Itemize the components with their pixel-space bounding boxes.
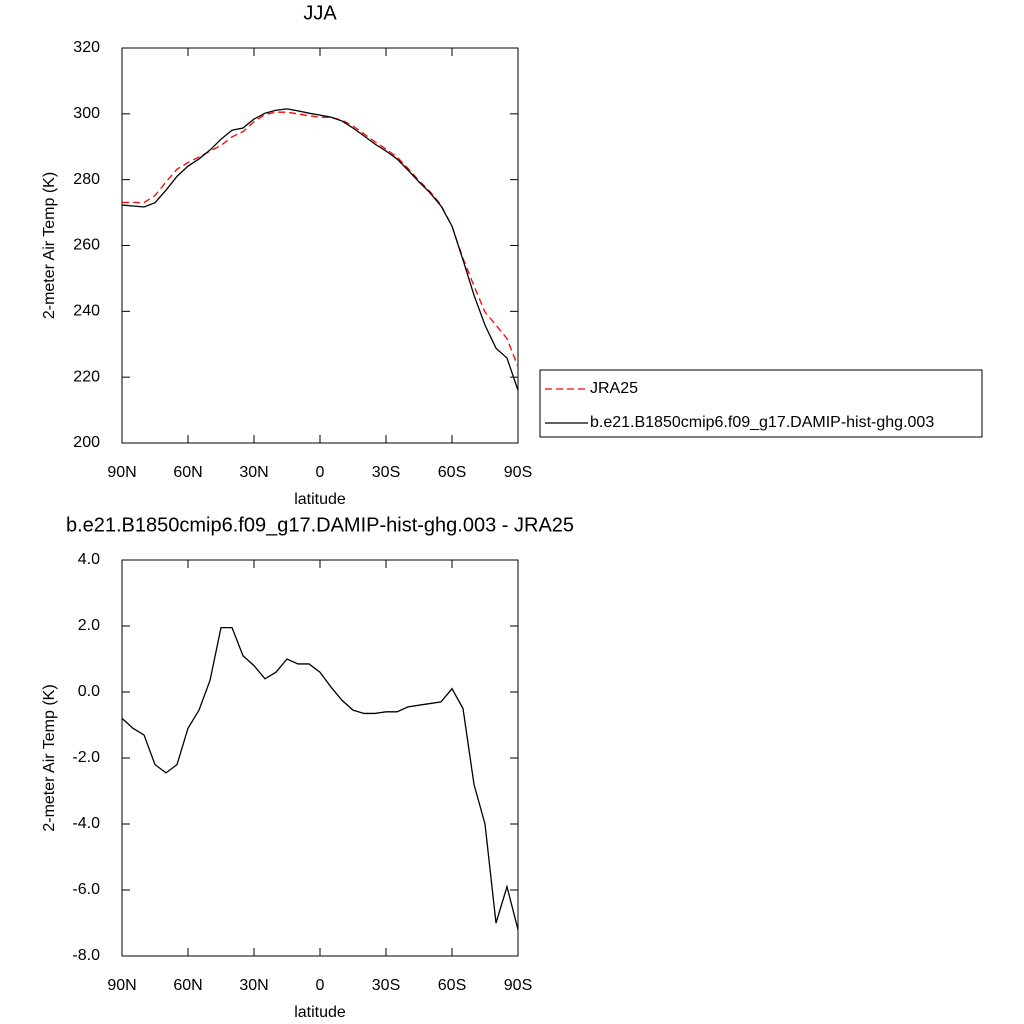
x-tick-label: 30S — [372, 977, 400, 994]
y-tick-label: 260 — [73, 237, 100, 254]
x-tick-label: 30S — [372, 464, 400, 481]
chart-title: JJA — [303, 2, 337, 24]
x-tick-label: 60N — [173, 464, 202, 481]
y-tick-label: -6.0 — [72, 881, 100, 898]
x-tick-label: 0 — [316, 464, 325, 481]
y-tick-label: 300 — [73, 105, 100, 122]
y-tick-label: 220 — [73, 368, 100, 385]
x-tick-label: 60S — [438, 977, 466, 994]
x-tick-label: 90N — [107, 464, 136, 481]
x-tick-label: 60S — [438, 464, 466, 481]
legend-label: b.e21.B1850cmip6.f09_g17.DAMIP-hist-ghg.… — [590, 414, 934, 431]
y-tick-label: 0.0 — [78, 683, 100, 700]
x-axis-label: latitude — [294, 1004, 346, 1021]
y-tick-label: -8.0 — [72, 947, 100, 964]
chart-title: b.e21.B1850cmip6.f09_g17.DAMIP-hist-ghg.… — [66, 514, 574, 536]
x-tick-label: 90S — [504, 977, 532, 994]
y-tick-label: 4.0 — [78, 551, 100, 568]
y-tick-label: 200 — [73, 434, 100, 451]
y-tick-label: 280 — [73, 171, 100, 188]
y-tick-label: 2.0 — [78, 617, 100, 634]
x-axis-label: latitude — [294, 491, 346, 508]
plot-frame — [121, 559, 519, 957]
x-tick-label: 30N — [239, 464, 268, 481]
series-line — [122, 111, 519, 367]
x-tick-label: 30N — [239, 977, 268, 994]
y-tick-label: 240 — [73, 303, 100, 320]
x-tick-label: 0 — [316, 977, 325, 994]
y-tick-label: 320 — [73, 39, 100, 56]
series-line — [121, 627, 519, 930]
legend-label: JRA25 — [590, 380, 638, 397]
x-tick-label: 90N — [107, 977, 136, 994]
y-axis-label: 2-meter Air Temp (K) — [41, 172, 58, 319]
y-axis-label: 2-meter Air Temp (K) — [41, 684, 58, 831]
x-tick-label: 90S — [504, 464, 532, 481]
y-tick-label: -4.0 — [72, 815, 100, 832]
y-tick-label: -2.0 — [72, 749, 100, 766]
legend-box — [539, 369, 983, 438]
series-line — [121, 108, 519, 391]
x-tick-label: 60N — [173, 977, 202, 994]
